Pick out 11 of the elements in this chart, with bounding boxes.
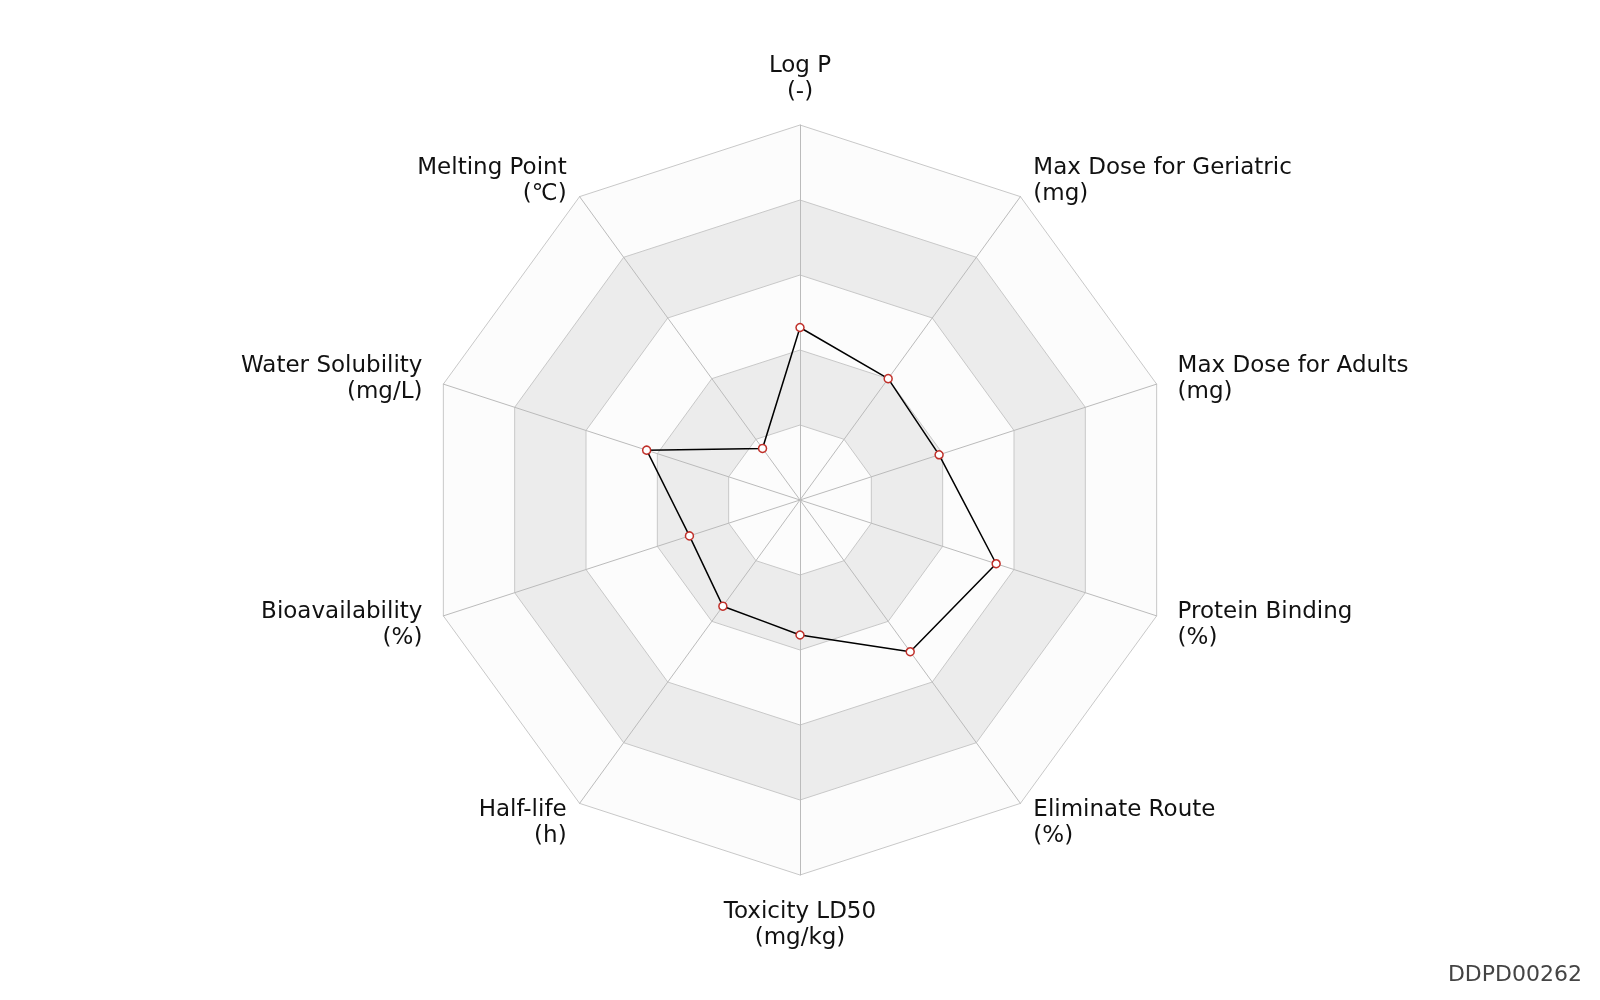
spoke-label: Bioavailability (%) xyxy=(261,596,423,649)
spoke-label: Toxicity LD50 (mg/kg) xyxy=(722,897,877,949)
text: DDPD00262 xyxy=(1447,960,1582,986)
spoke-label: Eliminate Route (%) xyxy=(1033,795,1216,848)
spoke-label: Log P (-) xyxy=(768,51,832,103)
spoke-label: Protein Binding (%) xyxy=(1177,596,1353,649)
spoke-label: Water Solubility (mg/L) xyxy=(241,351,423,404)
spoke-label: Half-life (h) xyxy=(478,795,567,848)
spoke-label: Melting Point (℃) xyxy=(417,152,567,205)
spoke-label: Max Dose for Geriatric (mg) xyxy=(1033,152,1292,205)
spoke-label: Max Dose for Adults (mg) xyxy=(1177,351,1409,404)
